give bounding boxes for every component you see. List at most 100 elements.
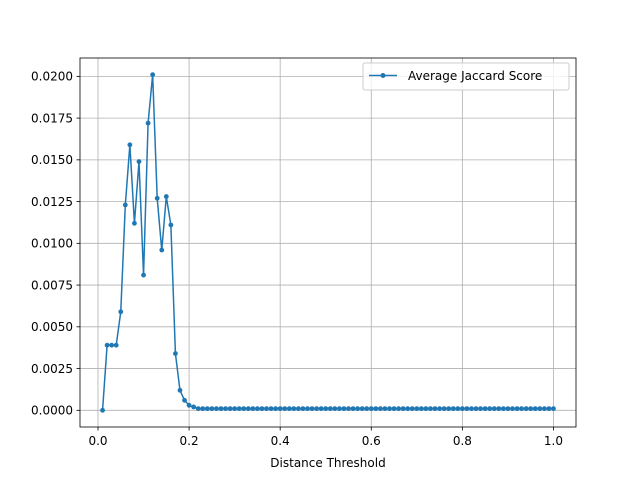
- data-point: [236, 406, 242, 412]
- series-layer: [100, 72, 556, 413]
- data-point: [241, 406, 247, 412]
- data-point: [514, 406, 520, 412]
- data-point: [177, 387, 183, 393]
- data-point: [368, 406, 374, 412]
- data-point: [409, 406, 415, 412]
- data-point: [318, 406, 324, 412]
- data-point: [145, 120, 151, 126]
- y-tick-label: 0.0150: [31, 153, 73, 167]
- data-point: [414, 406, 420, 412]
- x-tick-label: 0.0: [88, 434, 107, 448]
- y-tick-label: 0.0125: [31, 195, 73, 209]
- data-point: [441, 406, 447, 412]
- data-point: [551, 406, 556, 412]
- y-tick-label: 0.0175: [31, 111, 73, 125]
- data-point: [200, 406, 206, 412]
- data-point: [113, 342, 119, 348]
- data-point: [418, 406, 424, 412]
- y-tick-label: 0.0200: [31, 70, 73, 84]
- data-point: [191, 404, 197, 410]
- data-point: [141, 272, 146, 278]
- data-point: [122, 202, 128, 208]
- data-point: [359, 406, 365, 412]
- data-point: [478, 406, 483, 412]
- data-point: [341, 406, 347, 412]
- data-point: [473, 406, 479, 412]
- data-point: [168, 222, 174, 228]
- data-point: [510, 406, 515, 412]
- legend-label: Average Jaccard Score: [408, 69, 542, 83]
- y-tick-label: 0.0050: [31, 320, 73, 334]
- data-point: [204, 406, 210, 412]
- data-point: [173, 351, 178, 356]
- data-point: [300, 406, 306, 412]
- data-point: [295, 406, 301, 412]
- data-point: [286, 406, 292, 412]
- data-point: [350, 406, 356, 412]
- y-tick-label: 0.0025: [31, 362, 73, 376]
- data-point: [282, 406, 288, 412]
- data-point: [487, 406, 493, 412]
- y-axis: 0.0000 0.0025 0.0050 0.0075 0.0100 0.0125 0.01…: [31, 70, 80, 418]
- data-point: [232, 406, 238, 412]
- data-point: [500, 406, 506, 412]
- data-point: [323, 406, 329, 412]
- data-point: [523, 406, 529, 412]
- legend-frame: [362, 62, 570, 91]
- y-tick-label: 0.0100: [31, 237, 73, 251]
- data-point: [154, 195, 160, 201]
- data-point: [109, 342, 115, 348]
- data-point: [364, 406, 370, 412]
- data-point: [104, 342, 110, 348]
- data-point: [387, 406, 392, 412]
- data-point: [405, 406, 411, 412]
- x-tick-label: 0.4: [271, 434, 290, 448]
- data-point: [327, 406, 333, 412]
- legend: Average Jaccard Score: [362, 62, 570, 91]
- data-point: [255, 406, 260, 412]
- data-point: [273, 406, 279, 412]
- data-point: [541, 406, 547, 412]
- data-point: [505, 406, 511, 412]
- data-point: [528, 406, 534, 412]
- data-point: [332, 406, 338, 412]
- y-tick-label: 0.0000: [31, 404, 73, 418]
- data-point: [491, 406, 497, 412]
- legend-marker-swatch: [380, 73, 386, 78]
- data-point: [400, 406, 406, 412]
- data-point: [309, 406, 315, 412]
- data-point: [250, 406, 256, 412]
- data-point: [291, 406, 297, 412]
- plot-area-frame: [79, 57, 577, 428]
- data-point: [150, 72, 156, 78]
- y-tick-label: 0.0075: [31, 278, 73, 292]
- x-tick-label: 0.8: [453, 434, 472, 448]
- data-point: [186, 402, 192, 408]
- data-point: [182, 397, 187, 403]
- x-axis: 0.0 0.2 0.4 0.6 0.8 1.0: [88, 427, 563, 448]
- data-point: [305, 406, 310, 412]
- data-point: [450, 406, 456, 412]
- x-tick-label: 0.2: [180, 434, 199, 448]
- data-point: [355, 406, 361, 412]
- data-point: [428, 406, 433, 412]
- data-point: [382, 406, 388, 412]
- data-point: [159, 247, 165, 253]
- data-point: [496, 406, 502, 412]
- data-point: [396, 406, 401, 412]
- data-point: [268, 406, 274, 412]
- data-point: [218, 406, 224, 412]
- data-point: [209, 406, 215, 412]
- data-point: [100, 407, 105, 413]
- data-point: [537, 406, 543, 412]
- data-point: [546, 406, 552, 412]
- data-point: [482, 406, 488, 412]
- data-point: [227, 406, 233, 412]
- data-point: [519, 406, 524, 412]
- data-point: [277, 406, 283, 412]
- data-point: [373, 406, 379, 412]
- data-point: [245, 406, 251, 412]
- data-point: [346, 406, 351, 412]
- data-point: [314, 406, 320, 412]
